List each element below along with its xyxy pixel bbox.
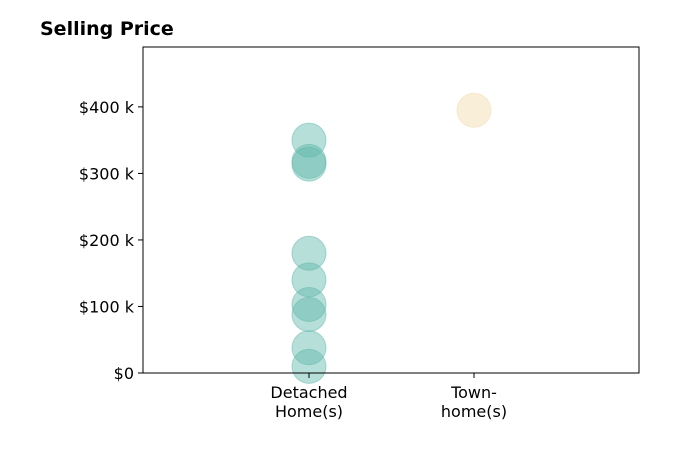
y-tick-label: $400 k [79,98,135,117]
axes: $0 $100 k $200 k $300 k $400 k DetachedHome(s… [79,46,640,421]
x-tick-label: Detached [270,383,347,402]
y-tick-label: $200 k [79,231,135,250]
data-point [291,262,327,298]
data-point [291,286,327,322]
y-tick-label: $100 k [79,297,135,316]
x-tick-label: home(s) [441,402,507,421]
points-layer [291,92,492,384]
x-tick-label: Home(s) [275,402,343,421]
data-point [291,235,327,271]
x-tick-label: Town- [450,383,497,402]
chart-title: Selling Price [40,18,174,40]
data-point [291,296,327,332]
y-tick-label: $0 [114,364,134,383]
plot-frame [142,46,640,374]
data-point [456,92,492,128]
data-point [291,122,327,158]
data-point [291,348,327,384]
data-point [291,146,327,182]
data-point [291,330,327,366]
y-tick-label: $300 k [79,164,135,183]
